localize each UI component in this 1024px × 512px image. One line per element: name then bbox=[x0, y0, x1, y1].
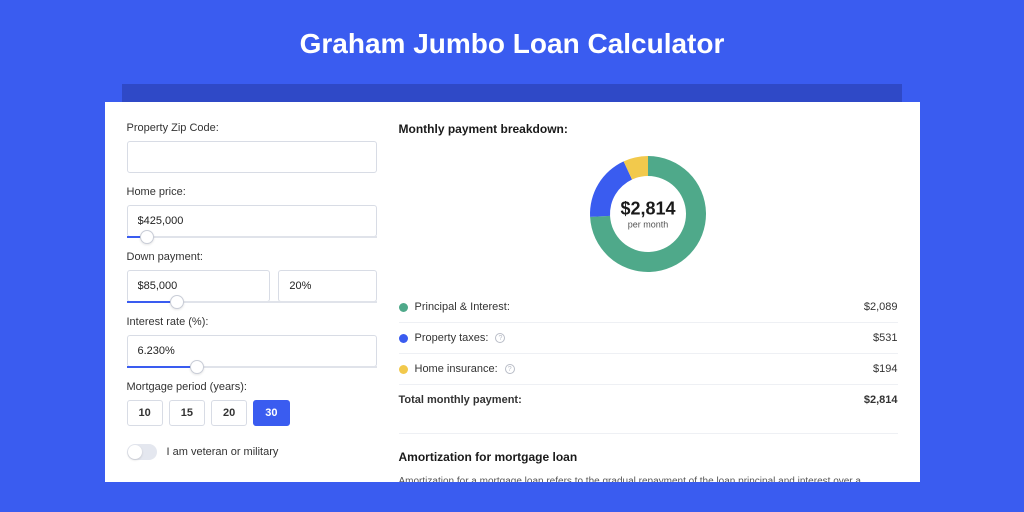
interest-input[interactable] bbox=[127, 335, 377, 367]
period-option[interactable]: 30 bbox=[253, 400, 289, 426]
period-option[interactable]: 15 bbox=[169, 400, 205, 426]
breakdown-rows: Principal & Interest: $2,089 Property taxe… bbox=[399, 292, 898, 384]
breakdown-row: Property taxes:? $531 bbox=[399, 322, 898, 353]
breakdown-value: $2,089 bbox=[864, 301, 898, 313]
period-option[interactable]: 10 bbox=[127, 400, 163, 426]
home-price-field: Home price: bbox=[127, 186, 377, 238]
donut-chart-wrap: $2,814 per month bbox=[399, 150, 898, 278]
page-root: Graham Jumbo Loan Calculator Property Zi… bbox=[0, 0, 1024, 512]
donut-sub: per month bbox=[620, 220, 675, 230]
down-payment-field: Down payment: bbox=[127, 251, 377, 303]
zip-label: Property Zip Code: bbox=[127, 122, 377, 134]
amortization-text: Amortization for a mortgage loan refers … bbox=[399, 474, 898, 482]
total-label: Total monthly payment: bbox=[399, 394, 522, 406]
donut-chart: $2,814 per month bbox=[584, 150, 712, 278]
amortization-section: Amortization for mortgage loan Amortizat… bbox=[399, 433, 898, 482]
breakdown-label: Property taxes: bbox=[415, 332, 489, 344]
interest-slider-thumb[interactable] bbox=[190, 360, 204, 374]
interest-slider[interactable] bbox=[127, 366, 377, 368]
down-payment-pct-input[interactable] bbox=[278, 270, 376, 302]
breakdown-row: Principal & Interest: $2,089 bbox=[399, 292, 898, 322]
interest-field: Interest rate (%): bbox=[127, 316, 377, 368]
home-price-slider-thumb[interactable] bbox=[140, 230, 154, 244]
donut-center: $2,814 per month bbox=[620, 199, 675, 230]
form-panel: Property Zip Code: Home price: Down paym… bbox=[127, 122, 377, 482]
veteran-toggle[interactable] bbox=[127, 444, 157, 460]
breakdown-value: $194 bbox=[873, 363, 897, 375]
donut-amount: $2,814 bbox=[620, 199, 675, 220]
card-shadow bbox=[122, 84, 902, 102]
breakdown-title: Monthly payment breakdown: bbox=[399, 122, 898, 136]
zip-field: Property Zip Code: bbox=[127, 122, 377, 173]
down-payment-label: Down payment: bbox=[127, 251, 377, 263]
legend-dot bbox=[399, 334, 408, 343]
interest-label: Interest rate (%): bbox=[127, 316, 377, 328]
down-payment-slider[interactable] bbox=[127, 301, 377, 303]
period-options: 10152030 bbox=[127, 400, 377, 426]
breakdown-row: Home insurance:? $194 bbox=[399, 353, 898, 384]
period-option[interactable]: 20 bbox=[211, 400, 247, 426]
period-field: Mortgage period (years): 10152030 bbox=[127, 381, 377, 426]
period-label: Mortgage period (years): bbox=[127, 381, 377, 393]
info-icon[interactable]: ? bbox=[505, 364, 515, 374]
breakdown-label: Home insurance: bbox=[415, 363, 498, 375]
breakdown-value: $531 bbox=[873, 332, 897, 344]
total-row: Total monthly payment: $2,814 bbox=[399, 384, 898, 415]
legend-dot bbox=[399, 303, 408, 312]
veteran-row: I am veteran or military bbox=[127, 444, 377, 460]
down-payment-input[interactable] bbox=[127, 270, 271, 302]
calculator-card: Property Zip Code: Home price: Down paym… bbox=[105, 102, 920, 482]
home-price-slider[interactable] bbox=[127, 236, 377, 238]
info-icon[interactable]: ? bbox=[495, 333, 505, 343]
breakdown-panel: Monthly payment breakdown: $2,814 per mo… bbox=[399, 122, 898, 482]
legend-dot bbox=[399, 365, 408, 374]
interest-slider-fill bbox=[127, 366, 197, 368]
down-payment-slider-thumb[interactable] bbox=[170, 295, 184, 309]
amortization-title: Amortization for mortgage loan bbox=[399, 450, 898, 464]
breakdown-label: Principal & Interest: bbox=[415, 301, 510, 313]
home-price-label: Home price: bbox=[127, 186, 377, 198]
page-title: Graham Jumbo Loan Calculator bbox=[0, 28, 1024, 60]
home-price-input[interactable] bbox=[127, 205, 377, 237]
veteran-toggle-knob bbox=[128, 445, 142, 459]
total-value: $2,814 bbox=[864, 394, 898, 406]
zip-input[interactable] bbox=[127, 141, 377, 173]
veteran-label: I am veteran or military bbox=[167, 446, 279, 458]
